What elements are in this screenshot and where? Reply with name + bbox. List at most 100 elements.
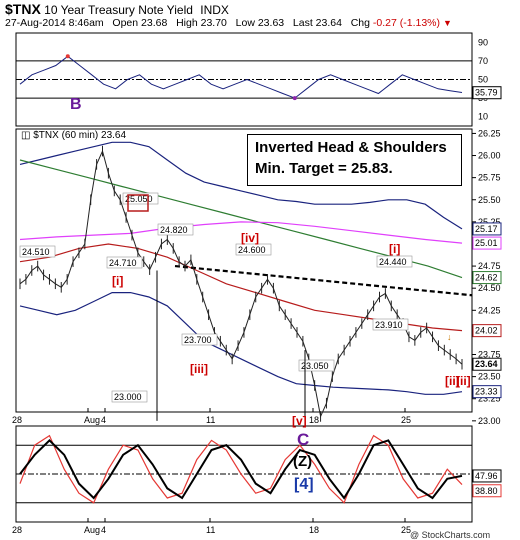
right-tag-label: 24.62 — [475, 273, 498, 283]
wave-label: [iv] — [241, 231, 259, 245]
annotation-box: Inverted Head & Shoulders Min. Target = … — [247, 134, 462, 186]
ma-magenta-line — [19, 221, 463, 244]
price-label-box — [376, 255, 413, 268]
down-arrow-icon: ▼ — [442, 18, 452, 28]
price-legend: ◫ $TNX (60 min) 23.64 — [21, 130, 126, 141]
quote-line: 27-Aug-2014 8:46am Open 23.68 High 23.70… — [5, 17, 452, 29]
bar-chart-icon: ◫ — [21, 130, 31, 141]
open-value: 23.68 — [141, 17, 168, 29]
y-tick-label: 23.00 — [478, 416, 501, 426]
y-tick-label: 26.00 — [478, 151, 501, 161]
right-tag-label: 24.02 — [475, 326, 498, 336]
y-tick-label: 25.75 — [478, 173, 501, 183]
security-name: 10 Year Treasury Note Yield — [44, 3, 193, 17]
price-label: 24.820 — [160, 225, 188, 235]
x-tick-label: 11 — [206, 525, 215, 535]
y-tick-label: 25.50 — [478, 195, 501, 205]
right-tag-box — [472, 271, 502, 285]
price-label-box — [122, 192, 159, 205]
stoch-low-value: 38.80 — [475, 486, 498, 496]
exchange: INDX — [200, 3, 229, 17]
annotation-line-2: Min. Target = 25.83. — [255, 160, 393, 177]
price-label: 23.910 — [375, 320, 403, 330]
right-tag-label: 25.01 — [475, 238, 498, 248]
price-label: 23.700 — [184, 335, 212, 345]
stoch-low-box — [472, 484, 502, 498]
y-tick-label: 23.75 — [478, 350, 501, 360]
last-label: Last — [292, 17, 313, 29]
rsi-tick-label: 50 — [478, 75, 488, 85]
y-tick-label: 23.25 — [478, 394, 501, 404]
rsi-value: 35.79 — [475, 88, 498, 98]
wave-box — [127, 194, 149, 212]
wave-label: [i] — [389, 242, 400, 256]
symbol: $TNX — [5, 1, 41, 17]
chg-label: Chg — [350, 17, 370, 29]
x-tick-label: 28 — [12, 415, 22, 425]
stoch-fast-line — [19, 434, 463, 504]
rsi-tick-label: 70 — [478, 56, 488, 66]
price-label-box — [181, 333, 218, 346]
rsi-tick-label: 10 — [478, 112, 488, 122]
right-tag-box — [472, 357, 502, 371]
right-tag-box — [472, 236, 502, 250]
neckline — [174, 264, 473, 297]
wave-label: [ii] — [456, 374, 471, 388]
price-group: 24.510 25.050 24.710 24.820 24.600 23.700 23.0… — [19, 141, 473, 428]
x-tick-label: 25 — [401, 525, 411, 535]
y-tick-label: 24.25 — [478, 305, 501, 315]
chg-value: -0.27 (-1.13%) — [372, 17, 441, 29]
right-tag-label: 23.64 — [475, 359, 498, 369]
x-tick-label: 25 — [401, 415, 411, 425]
x-tick-label: Aug — [84, 415, 100, 425]
y-tick-label: 23.50 — [478, 372, 501, 382]
price-label-box — [298, 359, 335, 372]
x-tick-label: 11 — [206, 415, 215, 425]
last-value: 23.64 — [315, 17, 342, 29]
rsi-line — [19, 55, 463, 99]
y-tick-label: 25.25 — [478, 217, 501, 227]
x-tick-label: 4 — [101, 415, 106, 425]
watermark: @ StockCharts.com — [410, 530, 491, 540]
high-value: 23.70 — [200, 17, 227, 29]
wave-label: [i] — [112, 274, 123, 288]
legend-text: $TNX (60 min) 23.64 — [33, 130, 127, 141]
rsi-value-box — [472, 86, 502, 100]
x-tick-label: 18 — [309, 415, 319, 425]
upper-band-line — [19, 141, 463, 230]
price-label: 24.710 — [109, 258, 137, 268]
quote-date: 27-Aug-2014 8:46am — [5, 17, 104, 29]
price-label: 24.440 — [379, 257, 407, 267]
stoch-high-box — [472, 469, 502, 483]
wave-label: [v] — [292, 414, 307, 428]
high-label: High — [176, 17, 198, 29]
wave-label: [ii] — [445, 374, 460, 388]
price-label-box — [235, 243, 272, 256]
stoch-slow-line — [19, 439, 463, 500]
stoch-high-value: 47.96 — [475, 471, 498, 481]
open-label: Open — [112, 17, 139, 29]
y-tick-label: 24.75 — [478, 261, 501, 271]
x-tick-label: Aug — [84, 525, 100, 535]
rsi-wave-label-b: B — [70, 96, 82, 113]
wave-label-c: C — [297, 430, 310, 449]
price-panel-frame — [15, 128, 473, 413]
wave-label-z: (Z) — [293, 453, 313, 470]
rsi-group: 907050301035.79 — [16, 37, 502, 122]
price-line — [19, 149, 463, 419]
annotation-line-1: Inverted Head & Shoulders — [255, 139, 447, 156]
rsi-oversold-mark — [292, 96, 297, 101]
y-tick-label: 26.25 — [478, 128, 501, 138]
right-tag-label: 25.17 — [475, 224, 498, 234]
down-arrow-icon: ↓ — [447, 332, 452, 342]
wave-label: [iii] — [190, 362, 208, 376]
price-label: 24.600 — [238, 245, 266, 255]
price-label-box — [372, 318, 409, 331]
price-label: 23.000 — [114, 392, 142, 402]
price-label-box — [106, 256, 143, 269]
x-tick-label: 4 — [101, 525, 106, 535]
x-tick-label: 28 — [12, 525, 22, 535]
rsi-overbought-mark — [65, 54, 70, 59]
